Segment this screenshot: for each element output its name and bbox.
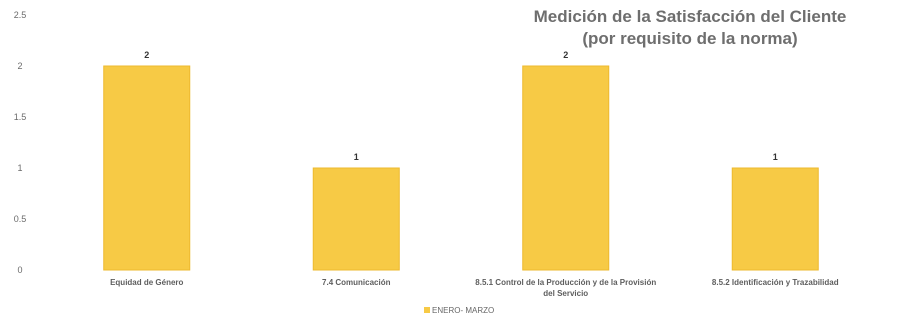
y-tick-label: 2.5 [14, 10, 27, 20]
chart-title-main: Medición de la Satisfacción del Cliente [533, 7, 847, 26]
x-tick-label: 8.5.2 Identificación y Trazabilidad [712, 278, 839, 287]
legend: ENERO- MARZO [424, 306, 494, 315]
bars [103, 65, 819, 271]
x-tick-label: Equidad de Género [110, 278, 183, 287]
y-tick-label: 0 [17, 265, 22, 275]
x-axis-labels: Equidad de Género 7.4 Comunicación 8.5.1 C… [110, 278, 839, 298]
chart-title: Medición de la Satisfacción del Cliente … [510, 6, 870, 50]
data-label: 1 [773, 152, 778, 162]
chart-subtitle: (por requisito de la norma) [582, 29, 798, 48]
data-label: 2 [144, 50, 149, 60]
bar [522, 65, 610, 271]
legend-swatch [424, 307, 430, 313]
data-label: 2 [563, 50, 568, 60]
y-tick-label: 1 [17, 163, 22, 173]
x-tick-label: 7.4 Comunicación [322, 278, 391, 287]
data-labels: 2 1 2 1 [144, 50, 778, 162]
legend-label: ENERO- MARZO [432, 306, 494, 315]
bar [312, 167, 400, 271]
y-tick-label: 1.5 [14, 112, 27, 122]
bar [103, 65, 191, 271]
y-axis: 0 0.5 1 1.5 2 2.5 [14, 10, 27, 275]
y-tick-label: 0.5 [14, 214, 27, 224]
y-tick-label: 2 [17, 61, 22, 71]
data-label: 1 [354, 152, 359, 162]
x-tick-label: 8.5.1 Control de la Producción y de la P… [475, 278, 656, 298]
bar [731, 167, 819, 271]
